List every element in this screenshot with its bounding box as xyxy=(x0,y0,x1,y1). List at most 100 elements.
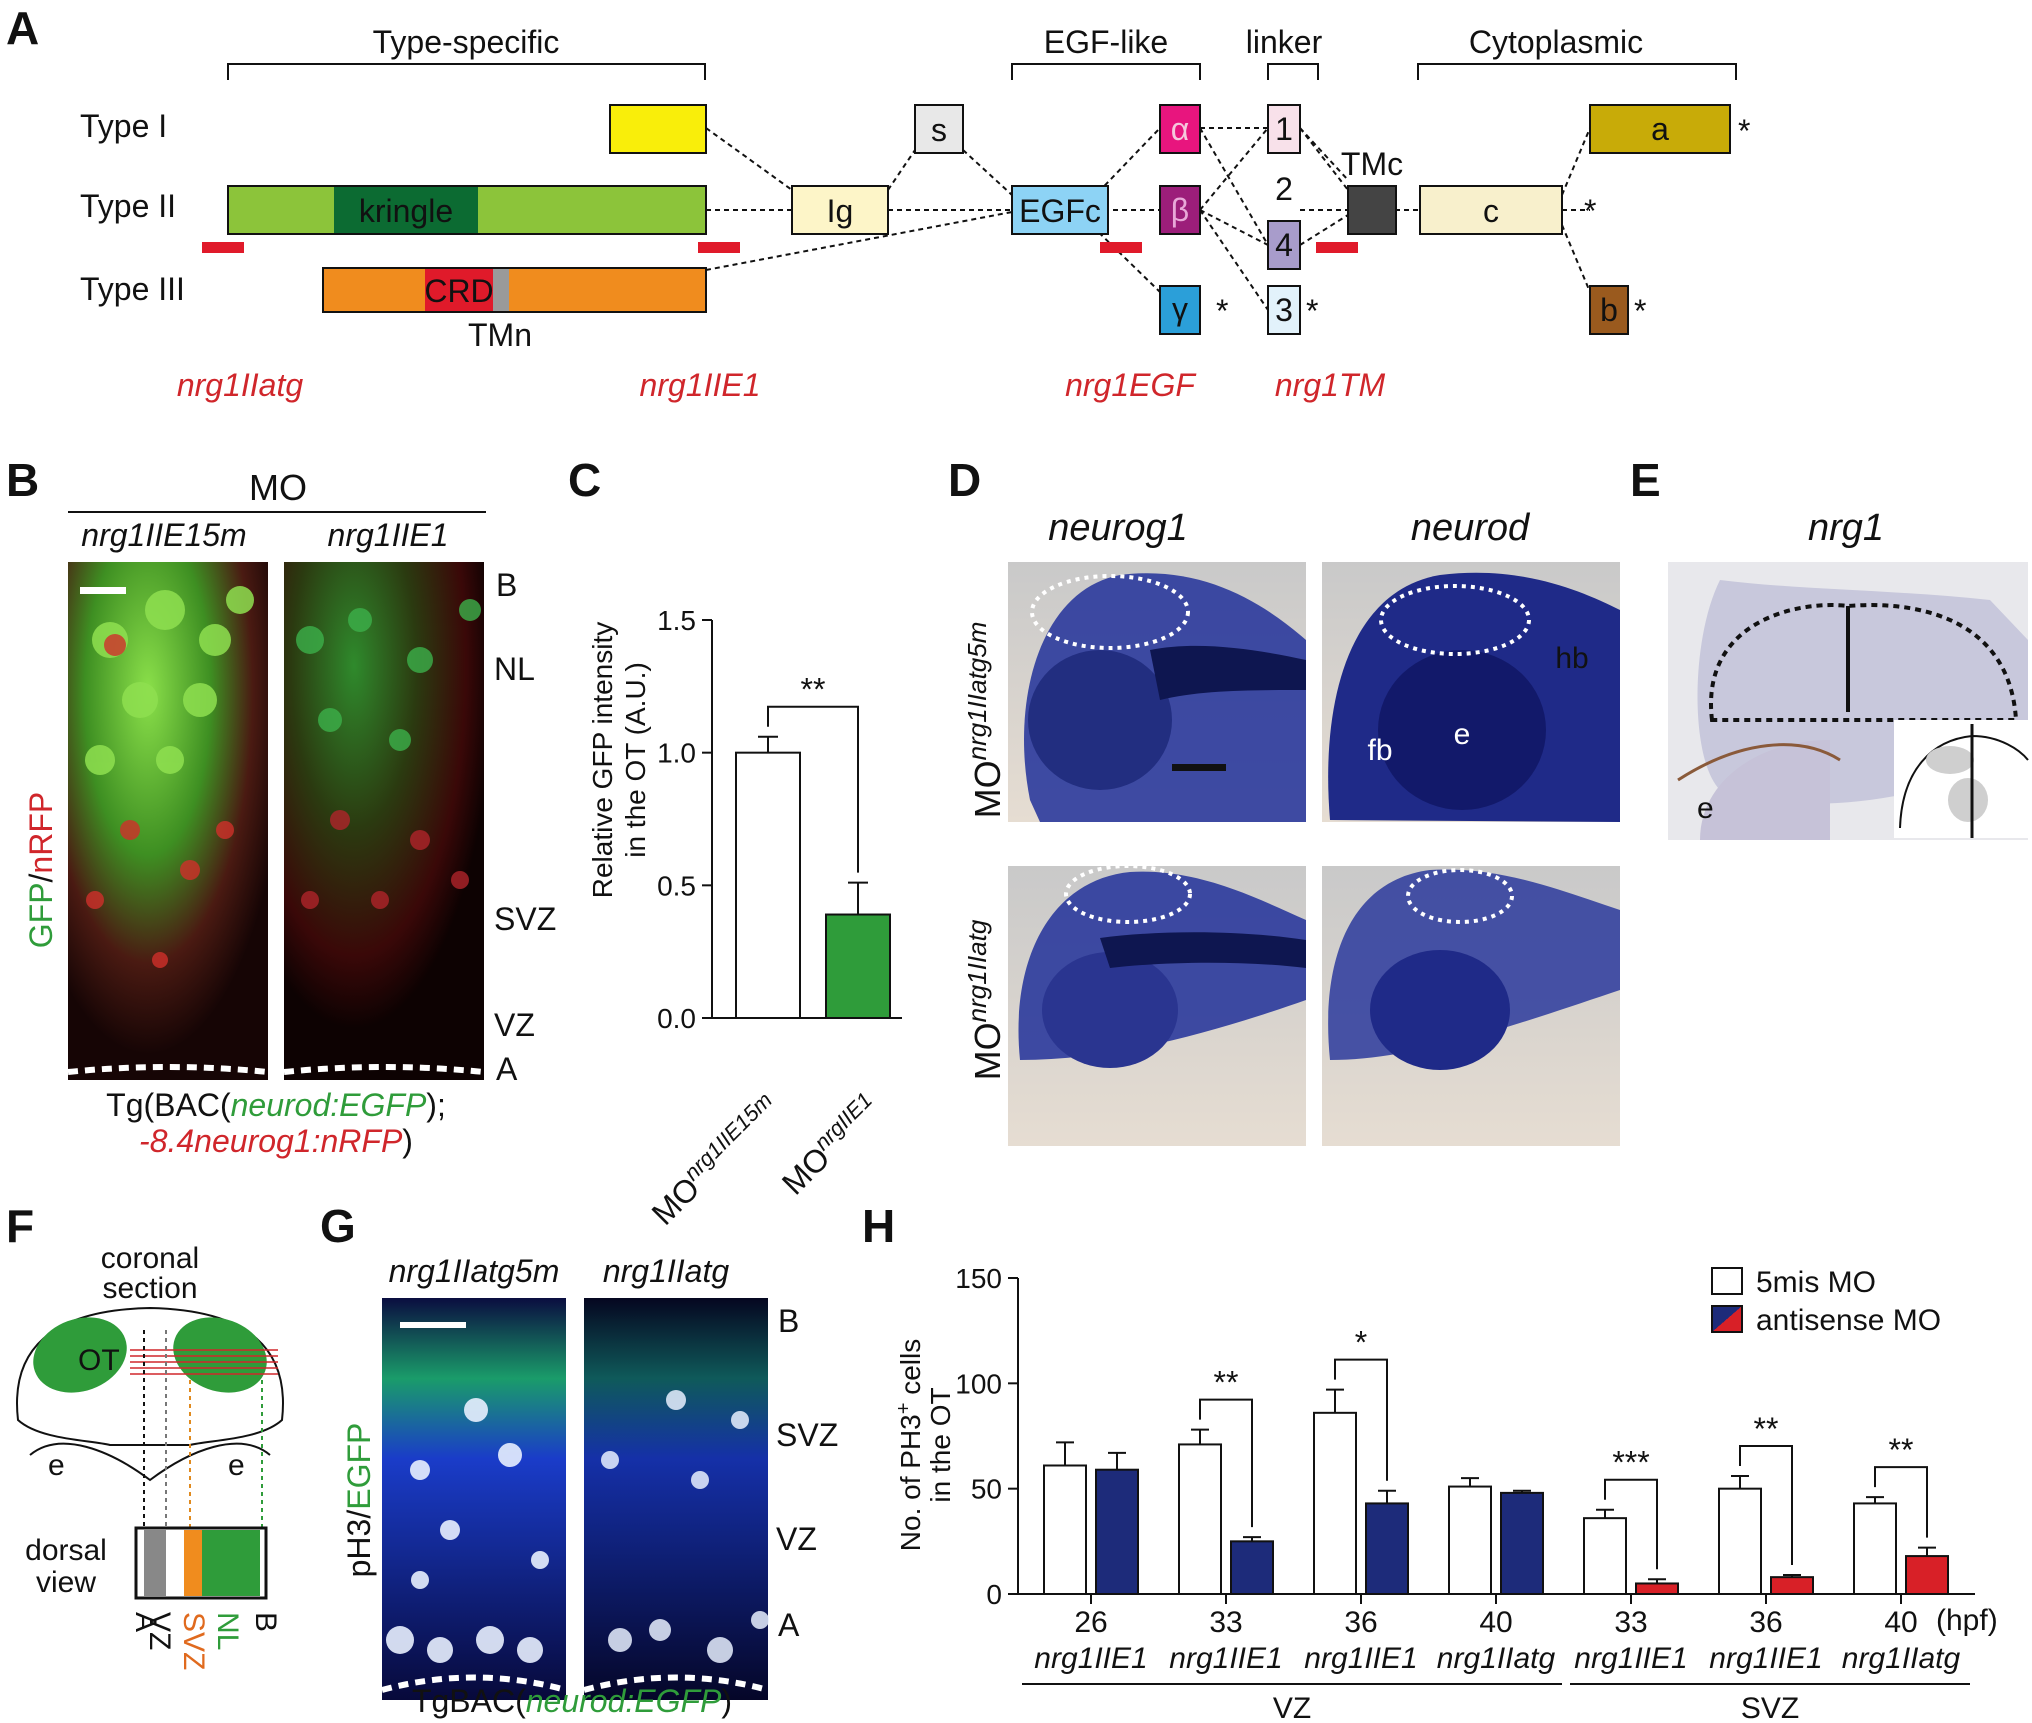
g-side-a: A xyxy=(778,1607,800,1643)
f-band-svz xyxy=(184,1530,202,1596)
b-ylabel: GFP/nRFP xyxy=(23,792,59,948)
h-sig-label: * xyxy=(1355,1325,1367,1361)
f-dorsal-1: dorsal xyxy=(25,1534,107,1567)
row-type-1: Type I xyxy=(80,108,167,144)
h-hpf-label: 40 xyxy=(1479,1606,1512,1639)
h-legend-swatch-antisense xyxy=(1711,1305,1743,1333)
h-chart: 05010015026nrg1IIE133nrg1IIE136nrg1IIE14… xyxy=(955,1263,1975,1675)
b-scale-bar xyxy=(80,587,126,594)
g-apical-line-1 xyxy=(381,1674,567,1693)
h-group-vz: VZ xyxy=(1273,1692,1311,1723)
g-apical-line-2 xyxy=(583,1674,769,1693)
mo-nrg1tm: nrg1TM xyxy=(1275,367,1386,403)
panel-d: D neurog1 neurod MOnrg1IIatg5m MOnrg1IIa… xyxy=(948,454,1620,1146)
panel-b: B MO nrg1IIE15m nrg1IIE1 B NL SVZ VZ xyxy=(6,454,556,1159)
c-bar xyxy=(825,913,891,1020)
h-hpf-label: 33 xyxy=(1209,1606,1242,1639)
g-col1: nrg1IIatg5m xyxy=(389,1253,560,1289)
h-sig-label: ** xyxy=(1214,1365,1239,1401)
g-tg: TgBAC(neurod:EGFP) xyxy=(412,1683,732,1719)
c-category-2: MOnrgIIE1 xyxy=(773,1087,887,1201)
h-bar xyxy=(1770,1576,1814,1595)
h-mo-label: nrg1IIE1 xyxy=(1304,1642,1417,1675)
d-col1: neurog1 xyxy=(1048,507,1187,549)
f-layer-a: A xyxy=(129,1612,162,1632)
h-sig-label: ** xyxy=(1889,1432,1914,1468)
h-bar xyxy=(1230,1540,1274,1596)
h-ytick-label: 100 xyxy=(955,1368,1002,1399)
bracket-linker xyxy=(1267,63,1319,80)
c-ytick-label: 1.5 xyxy=(657,605,696,636)
mo-nrg1egf: nrg1EGF xyxy=(1065,367,1197,403)
cyto-b-label: b xyxy=(1600,292,1618,328)
g-image-control xyxy=(382,1298,566,1700)
h-mo-label: nrg1IIE1 xyxy=(1709,1642,1822,1675)
section-type-specific: Type-specific xyxy=(373,24,560,60)
f-ot-right xyxy=(173,1317,267,1393)
h-hpf-label: 36 xyxy=(1344,1606,1377,1639)
panel-h: H No. of PH3+ cells in the OT 0 50 100 150 2… xyxy=(862,1200,1998,1723)
egfc-label: EGFc xyxy=(1019,193,1101,229)
h-ytick-label: 50 xyxy=(971,1474,1002,1505)
egfc-domain xyxy=(1011,185,1109,235)
linker-1-label: 1 xyxy=(1275,111,1293,147)
type-1-domain xyxy=(609,104,707,154)
cyto-a-label: a xyxy=(1651,111,1669,147)
f-title-2: section xyxy=(102,1272,197,1305)
linker-3-star: * xyxy=(1306,293,1318,329)
row-type-3: Type III xyxy=(80,271,185,307)
bracket-cytoplasmic xyxy=(1417,63,1737,80)
h-bar xyxy=(1043,1464,1087,1595)
panel-g: G nrg1IIatg5m nrg1IIatg B SVZ VZ A pH3/E… xyxy=(320,1200,838,1719)
alpha-domain xyxy=(1159,104,1201,154)
d-annot-e: e xyxy=(1454,718,1471,751)
h-hpf-label: 26 xyxy=(1074,1606,1107,1639)
panel-c: C Relative GFP intensity in the OT (A.U.… xyxy=(568,454,902,1232)
crd-label: CRD xyxy=(424,273,493,309)
g-scale-bar xyxy=(400,1322,466,1328)
f-e-right: e xyxy=(228,1449,245,1482)
d-image-3 xyxy=(1008,864,1306,1146)
h-sig-bracket xyxy=(1604,1478,1658,1570)
linker-1 xyxy=(1267,104,1301,154)
f-dorsal-box xyxy=(134,1526,268,1600)
d-image-2: hb fb e xyxy=(1322,562,1620,822)
section-egf-like: EGF-like xyxy=(1044,24,1168,60)
panel-e: E nrg1 e xyxy=(1630,454,2029,840)
b-col2: nrg1IIE1 xyxy=(328,517,449,553)
b-side-svz: SVZ xyxy=(494,901,556,937)
h-bar xyxy=(1448,1485,1492,1596)
type-3-domain xyxy=(322,267,707,313)
crd-domain xyxy=(425,269,493,311)
h-sig-bracket xyxy=(1874,1466,1928,1538)
c-ytick-label: 1.0 xyxy=(657,738,696,769)
tmn-domain xyxy=(493,269,509,311)
s-label: s xyxy=(931,112,947,148)
h-bar xyxy=(1365,1502,1409,1595)
d-image-1 xyxy=(1008,562,1306,822)
linker-4-label: 4 xyxy=(1275,227,1293,263)
bracket-egf-like xyxy=(1011,63,1201,80)
linker-3 xyxy=(1267,285,1301,335)
f-e-left: e xyxy=(48,1449,65,1482)
tmc-domain xyxy=(1347,185,1397,235)
linker-3-label: 3 xyxy=(1275,292,1293,328)
c-chart: 0.0 0.5 1.0 1.5 ** xyxy=(657,605,902,1034)
cyto-a-domain xyxy=(1589,104,1731,154)
alpha-label: α xyxy=(1171,111,1190,147)
linker-2-label: 2 xyxy=(1275,171,1293,207)
tmn-label: TMn xyxy=(468,317,532,353)
g-side-vz: VZ xyxy=(776,1521,817,1557)
kringle-label: kringle xyxy=(359,193,453,229)
g-ylabel: pH3/EGFP xyxy=(341,1423,377,1578)
beta-domain xyxy=(1159,185,1201,235)
panel-a: A Type-specific EGF-like linker Cytoplas… xyxy=(6,2,1750,403)
b-apical-line-1 xyxy=(67,1064,269,1075)
f-layer-b: B xyxy=(249,1612,282,1632)
gamma-domain xyxy=(1159,285,1201,335)
e-inset-schematic xyxy=(1894,720,2029,838)
b-side-b: B xyxy=(496,567,517,603)
h-hpf-label: 36 xyxy=(1749,1606,1782,1639)
g-cells-control xyxy=(386,1398,549,1663)
